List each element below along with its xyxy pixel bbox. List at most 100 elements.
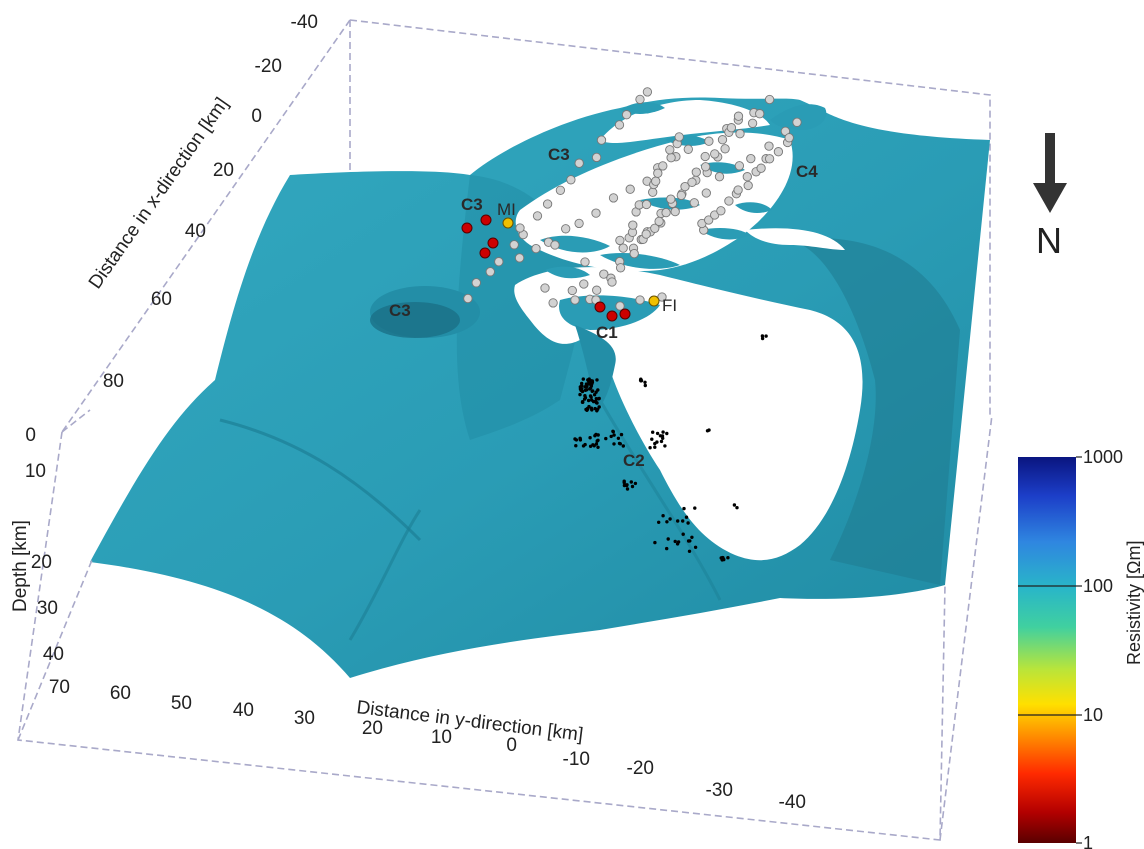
- hypocenter-dot: [665, 520, 669, 524]
- y-tick-label-0: 70: [49, 677, 70, 698]
- sensor-station-marker: [599, 269, 609, 279]
- hypocenter-dot: [665, 431, 669, 436]
- hypocenter-dot: [659, 439, 664, 444]
- hypocenter-dot: [581, 377, 585, 381]
- red-station-marker: [606, 310, 618, 322]
- y-tick-label-10: -30: [706, 780, 733, 801]
- sensor-station-marker: [494, 257, 504, 267]
- sensor-station-marker: [542, 199, 553, 209]
- sensor-station-marker: [665, 145, 675, 155]
- station-label-fi: FI: [662, 296, 677, 315]
- hypocenter-dot: [681, 519, 685, 523]
- hypocenter-dot: [675, 542, 680, 546]
- hypocenter-dot: [693, 545, 698, 549]
- z-tick-label-2: 20: [31, 552, 52, 573]
- x-tick-label-5: 60: [151, 289, 172, 310]
- sensor-station-marker: [704, 136, 714, 146]
- hypocenter-dot: [580, 400, 585, 404]
- hypocenter-dot: [588, 394, 593, 398]
- x-tick-label-3: 20: [213, 160, 234, 181]
- sensor-station-marker: [773, 147, 784, 157]
- region-label-c3-south: C3: [389, 301, 411, 320]
- hypocenter-dot: [661, 514, 665, 518]
- sensor-station-marker: [579, 279, 589, 289]
- sensor-station-marker: [574, 218, 584, 229]
- sensor-station-marker: [509, 240, 519, 250]
- hypocenter-dot: [578, 392, 582, 397]
- hypocenter-dot: [693, 506, 697, 510]
- hypocenter-dot: [760, 336, 765, 341]
- sensor-station-marker: [625, 184, 635, 194]
- region-label-c3-north: C3: [548, 145, 570, 164]
- sensor-station-marker: [755, 109, 765, 119]
- sensor-station-marker: [714, 172, 725, 182]
- hypocenter-dot: [590, 381, 594, 386]
- hypocenter-dot: [595, 378, 599, 382]
- hypocenter-dot: [648, 446, 652, 450]
- hypocenter-dot: [630, 484, 635, 489]
- y-tick-label-1: 60: [110, 683, 131, 704]
- hypocenter-dot: [688, 539, 692, 543]
- sensor-station-marker: [689, 198, 699, 208]
- region-label-c2: C2: [623, 451, 645, 470]
- x-axis-ticks: -40 -20 0 20 40 60 80: [103, 12, 318, 392]
- hypocenter-dot: [687, 549, 692, 553]
- hypocenter-dot: [612, 442, 616, 446]
- north-arrow: N: [1033, 133, 1067, 261]
- sensor-station-marker: [674, 132, 684, 142]
- sensor-station-marker: [676, 190, 686, 201]
- sensor-station-marker: [591, 152, 602, 163]
- red-station-marker: [619, 308, 631, 320]
- sensor-station-marker: [570, 295, 580, 305]
- hypocenter-dot: [584, 407, 588, 412]
- x-tick-label-1: -20: [255, 56, 282, 77]
- hypocenter-dot: [592, 444, 596, 448]
- sensor-station-marker: [591, 208, 601, 218]
- sensor-station-marker: [548, 298, 558, 308]
- hypocenter-dot: [651, 430, 655, 434]
- sensor-stations: [463, 87, 802, 311]
- colorbar-tick-100: 100: [1083, 576, 1113, 596]
- hypocenter-dot: [633, 481, 638, 486]
- sensor-station-marker: [561, 224, 571, 234]
- sensor-station-marker: [700, 151, 710, 162]
- hypocenter-dot: [666, 537, 670, 541]
- hypocenter-dot: [595, 409, 599, 413]
- hypocenter-dot: [609, 434, 613, 439]
- hypocenter-dot: [673, 539, 677, 544]
- north-arrow-shaft: [1045, 133, 1055, 185]
- red-station-marker: [487, 237, 499, 249]
- hypocenter-dot: [619, 432, 624, 437]
- sensor-station-marker: [735, 129, 745, 139]
- sensor-station-marker: [734, 161, 745, 171]
- y-tick-label-9: -20: [627, 758, 654, 779]
- sensor-station-marker: [651, 176, 661, 186]
- region-label-c4: C4: [796, 162, 818, 181]
- sensor-station-marker: [641, 229, 651, 239]
- earthquake-hypocenters: [573, 334, 768, 562]
- sensor-station-marker: [641, 199, 652, 210]
- hypocenter-dot: [732, 503, 737, 507]
- y-axis-ticks: 70 60 50 40 30 20 10 0 -10 -20 -30 -40: [49, 677, 806, 813]
- sensor-station-marker: [532, 211, 543, 221]
- sensor-station-marker: [747, 118, 758, 128]
- hypocenter-dot: [639, 378, 643, 383]
- sensor-station-marker: [531, 243, 541, 254]
- hypocenter-dot: [616, 436, 621, 440]
- sensor-station-marker: [733, 111, 744, 121]
- hypocenter-dot: [653, 441, 657, 446]
- station-label-mi: MI: [497, 200, 516, 219]
- hypocenter-dot: [681, 532, 685, 536]
- station-mi-marker: [502, 217, 514, 229]
- hypocenter-dot: [629, 480, 633, 484]
- hypocenter-dot: [590, 379, 594, 383]
- hypocenter-dot: [578, 437, 582, 441]
- sensor-station-marker: [764, 154, 775, 164]
- sensor-station-marker: [746, 153, 756, 164]
- sensor-station-marker: [615, 235, 625, 246]
- bounding-box-back: [61, 19, 991, 433]
- z-axis-title: Depth [km]: [10, 520, 31, 612]
- sensor-station-marker: [592, 285, 602, 295]
- sensor-station-marker: [648, 187, 658, 197]
- z-axis-ticks: 0 10 20 30 40: [25, 425, 64, 665]
